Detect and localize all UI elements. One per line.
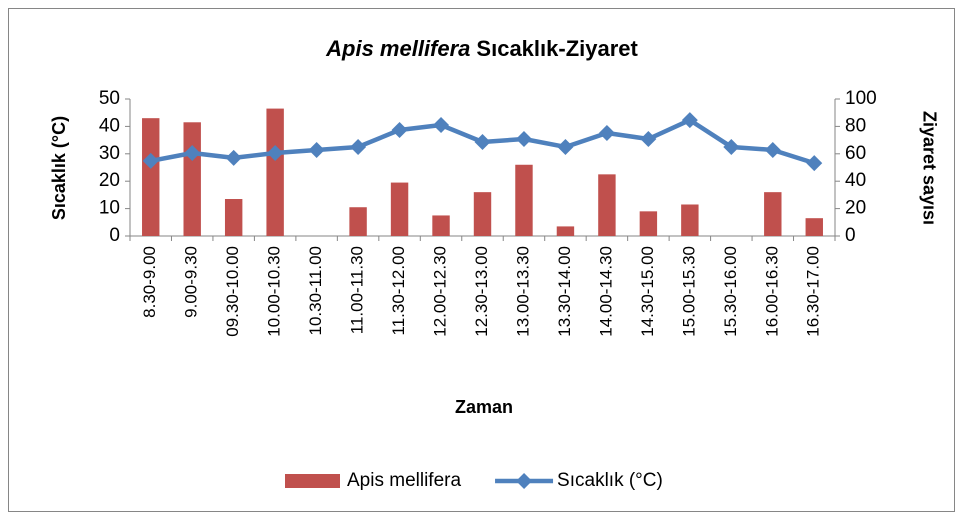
y-tick-label: 10	[99, 198, 120, 219]
line-marker	[225, 149, 242, 166]
line-marker	[598, 124, 615, 141]
bar	[556, 226, 575, 236]
line-marker	[267, 144, 284, 161]
x-tick-label: 14.00-14.30	[596, 246, 615, 337]
line-marker	[806, 155, 823, 172]
x-tick-label: 8.30-9.00	[140, 246, 159, 318]
x-tick-label: 15.30-16.00	[721, 246, 740, 337]
y-tick-label: 30	[99, 143, 120, 164]
line-marker	[474, 134, 491, 151]
y2-tick-label: 20	[845, 198, 866, 219]
x-tick-label: 9.00-9.30	[182, 246, 201, 318]
y-tick-label: 40	[99, 115, 120, 136]
x-tick-label: 13.00-13.30	[513, 246, 532, 337]
bar	[473, 192, 492, 236]
x-tick-label: 12.00-12.30	[431, 246, 450, 337]
y2-tick-label: 100	[845, 88, 877, 109]
y-tick-label: 50	[99, 88, 120, 109]
line-marker	[723, 138, 740, 155]
bar	[764, 192, 782, 236]
line-marker	[142, 152, 159, 169]
y-tick-label: 0	[109, 225, 120, 246]
bar	[432, 215, 450, 236]
line-marker	[433, 117, 450, 134]
title-italic: Apis mellifera	[325, 36, 470, 61]
bar	[142, 118, 160, 236]
line-marker	[308, 141, 325, 158]
line-marker	[350, 138, 367, 155]
bar	[349, 207, 367, 236]
line-marker	[184, 144, 201, 161]
y2-tick-label: 0	[845, 225, 856, 246]
chart-title: Apis mellifera Sıcaklık-Ziyaret	[325, 36, 638, 61]
bar	[805, 218, 823, 236]
bar	[390, 182, 409, 236]
x-tick-label: 16.30-17.00	[804, 246, 823, 337]
line-marker	[764, 141, 781, 158]
x-tick-label: 10.30-11.00	[306, 246, 325, 335]
bar	[639, 211, 658, 236]
bar	[183, 122, 201, 236]
x-axis-title: Zaman	[455, 397, 513, 417]
line-marker	[557, 138, 574, 155]
bar	[598, 174, 616, 236]
chart-frame	[8, 8, 955, 512]
y2-axis-title: Ziyaret sayısı	[919, 111, 939, 225]
x-tick-label: 14.30-15.00	[638, 246, 657, 337]
x-tick-label: 10.00-10.30	[265, 246, 284, 337]
bar	[681, 204, 699, 236]
line-marker	[515, 131, 532, 148]
legend-label: Sıcaklık (°C)	[557, 470, 663, 491]
bar	[224, 199, 243, 236]
x-tick-label: 13.30-14.00	[555, 246, 574, 337]
legend-swatch	[516, 473, 533, 489]
y-axis-title: Sıcaklık (°C)	[49, 116, 69, 220]
y2-tick-label: 40	[845, 170, 866, 191]
x-tick-label: 11.30-12.00	[389, 246, 408, 335]
title-rest: Sıcaklık-Ziyaret	[476, 36, 638, 61]
legend-label: Apis mellifera	[347, 470, 461, 491]
bar	[266, 108, 284, 236]
x-tick-label: 12.30-13.00	[472, 246, 491, 337]
y2-tick-label: 60	[845, 143, 866, 164]
line-marker	[640, 131, 657, 148]
legend-swatch	[285, 474, 340, 488]
y-tick-label: 20	[99, 170, 120, 191]
bar	[515, 164, 533, 236]
x-tick-label: 15.00-15.30	[679, 246, 698, 337]
x-tick-label: 09.30-10.00	[223, 246, 242, 337]
x-tick-label: 16.00-16.30	[762, 246, 781, 337]
x-tick-label: 11.00-11.30	[348, 246, 367, 334]
line-marker	[391, 121, 408, 138]
line-marker	[681, 112, 698, 129]
y2-tick-label: 80	[845, 115, 866, 136]
